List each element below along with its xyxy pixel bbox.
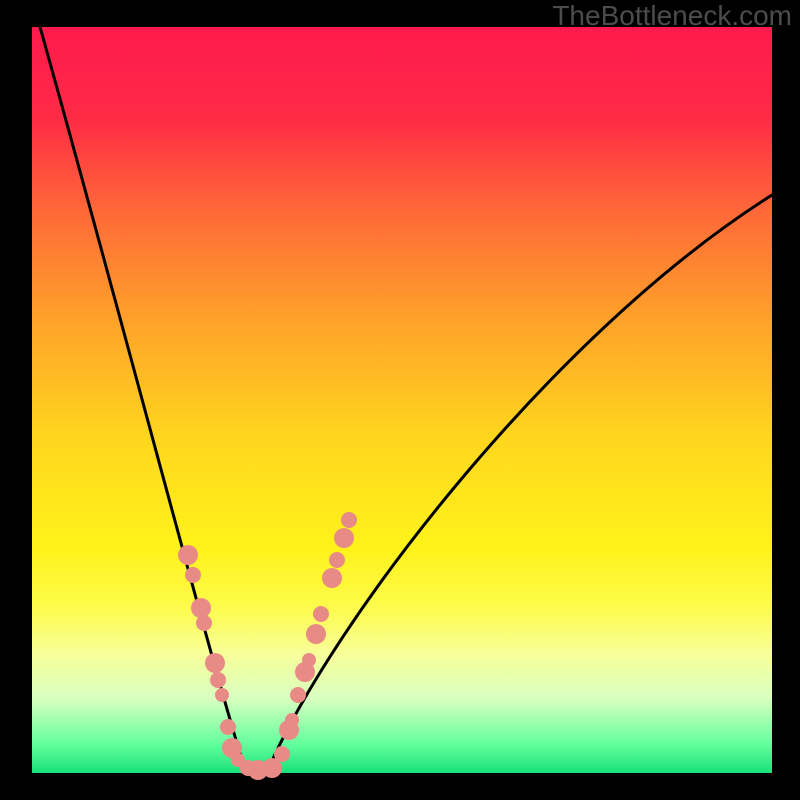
curve-marker — [306, 624, 326, 644]
curve-marker — [290, 687, 306, 703]
curve-marker — [302, 653, 316, 667]
bottleneck-chart: TheBottleneck.com — [0, 0, 800, 800]
curve-marker — [196, 615, 212, 631]
curve-marker — [191, 598, 211, 618]
curve-marker — [274, 746, 290, 762]
curve-marker — [185, 567, 201, 583]
curve-marker — [313, 606, 329, 622]
curve-marker — [329, 552, 345, 568]
curve-marker — [205, 653, 225, 673]
chart-svg — [0, 0, 800, 800]
curve-marker — [341, 512, 357, 528]
curve-marker — [215, 688, 229, 702]
curve-marker — [178, 545, 198, 565]
watermark-text: TheBottleneck.com — [552, 0, 792, 32]
curve-marker — [210, 672, 226, 688]
curve-marker — [322, 568, 342, 588]
curve-marker — [334, 528, 354, 548]
curve-marker — [285, 713, 299, 727]
curve-marker — [220, 719, 236, 735]
